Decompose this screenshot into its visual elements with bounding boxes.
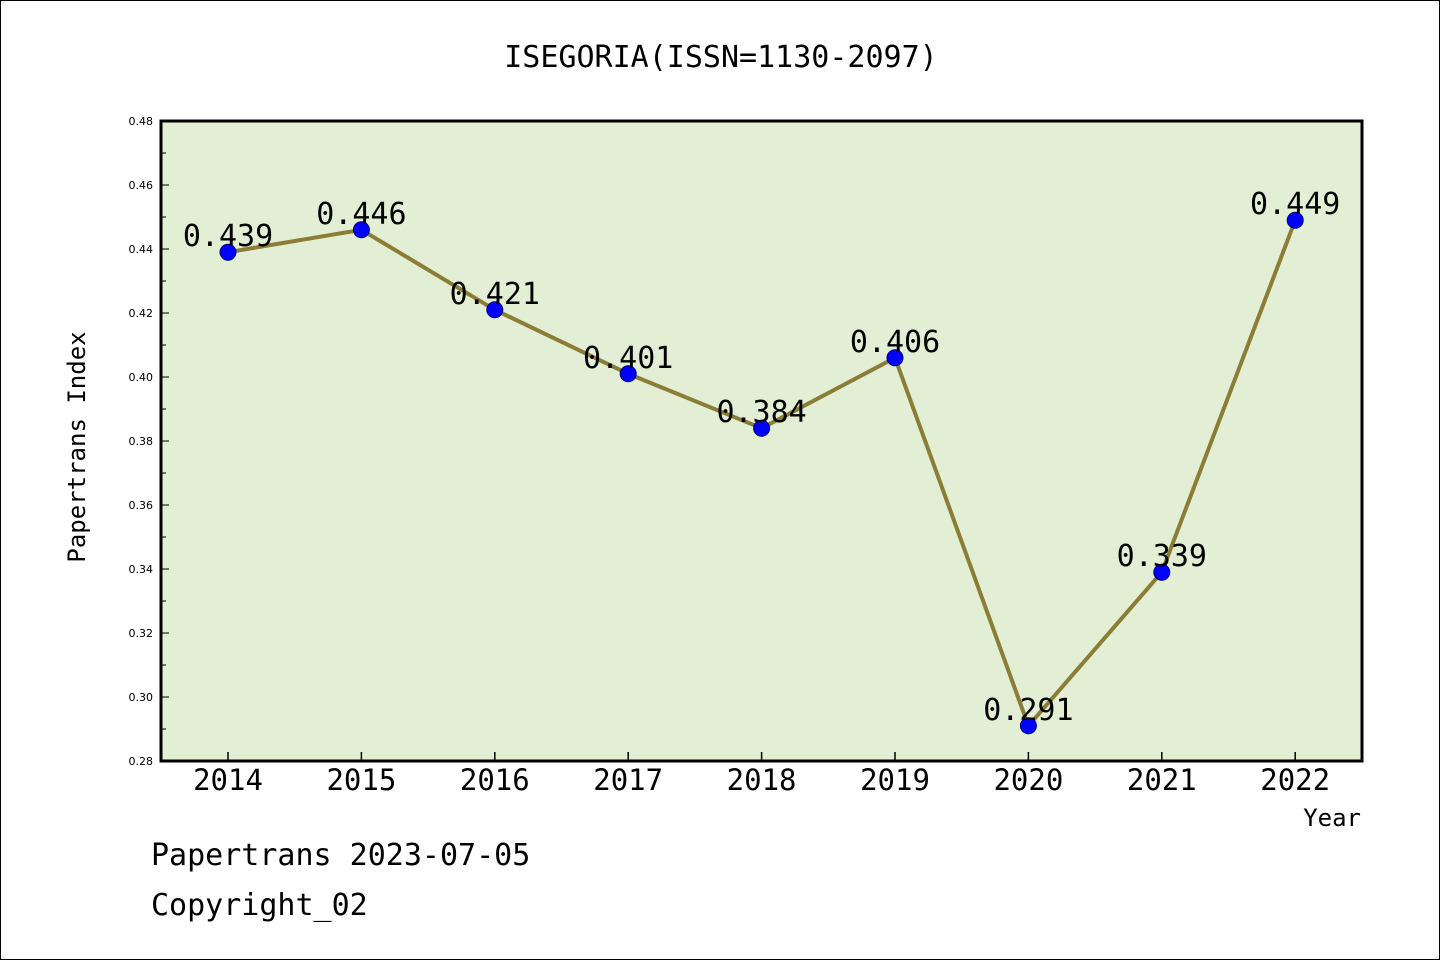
y-tick-label: 0.40: [129, 371, 154, 384]
data-point: [1286, 211, 1304, 229]
y-tick-label: 0.44: [129, 243, 154, 256]
footer-copyright: Copyright_02: [151, 888, 368, 923]
x-tick-label: 2018: [727, 763, 797, 797]
x-tick-label: 2017: [593, 763, 663, 797]
data-label: 0.439: [183, 219, 273, 254]
data-point: [753, 419, 771, 437]
data-label: 0.449: [1250, 187, 1340, 222]
x-tick-label: 2022: [1260, 763, 1330, 797]
x-tick-label: 2019: [860, 763, 930, 797]
y-axis-label: Papertrans Index: [63, 331, 91, 562]
data-point: [352, 221, 370, 239]
data-label: 0.401: [583, 341, 673, 376]
x-tick-label: 2016: [460, 763, 530, 797]
data-label: 0.291: [983, 693, 1073, 728]
data-point: [1153, 563, 1171, 581]
y-tick-label: 0.32: [129, 627, 154, 640]
x-tick-label: 2020: [993, 763, 1063, 797]
y-tick-label: 0.48: [129, 115, 154, 128]
y-tick-label: 0.36: [129, 499, 154, 512]
plot-border: [159, 119, 1364, 763]
data-point: [486, 301, 504, 319]
data-labels: 0.439 0.446 0.421 0.401 0.384 0.406 0.291 0.339…: [183, 187, 1341, 728]
x-tick-label: 2014: [193, 763, 263, 797]
x-axis: 2014 2015 2016 2017 2018 2019 2020 2021 2022: [193, 752, 1330, 797]
data-label: 0.446: [316, 197, 406, 232]
data-label: 0.421: [450, 277, 540, 312]
x-tick-label: 2021: [1127, 763, 1197, 797]
y-tick-label: 0.28: [129, 755, 154, 768]
series-markers: [219, 211, 1304, 735]
y-tick-label: 0.42: [129, 307, 154, 320]
y-tick-label: 0.46: [129, 179, 154, 192]
data-label: 0.406: [850, 325, 940, 360]
y-tick-label: 0.38: [129, 435, 154, 448]
x-tick-label: 2015: [326, 763, 396, 797]
data-point: [619, 365, 637, 383]
data-point: [886, 349, 904, 367]
y-tick-label: 0.30: [129, 691, 154, 704]
data-point: [219, 243, 237, 261]
chart-title: ISEGORIA(ISSN=1130-2097): [504, 40, 937, 75]
footer-date: Papertrans 2023-07-05: [151, 838, 530, 873]
data-label: 0.384: [716, 395, 806, 430]
y-tick-label: 0.34: [129, 563, 154, 576]
data-label: 0.339: [1117, 539, 1207, 574]
y-axis: 0.28 0.30 0.32 0.34 0.36 0.38 0.40 0.42 0.44 0.46…: [129, 115, 169, 768]
x-axis-label: Year: [1303, 804, 1361, 832]
data-point: [1019, 717, 1037, 735]
